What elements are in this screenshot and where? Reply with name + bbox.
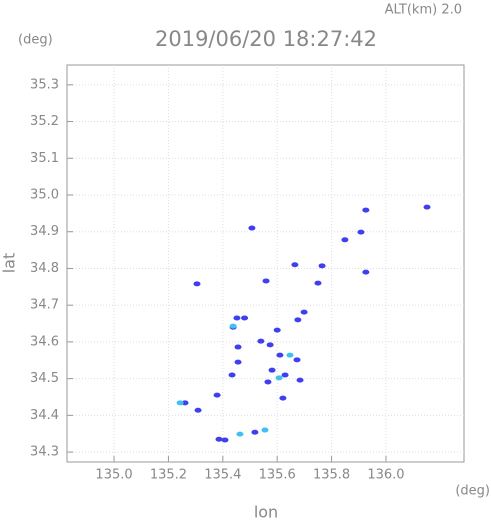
y-tick-label: 35.0 [30,188,59,203]
y-tick-label: 34.7 [30,298,59,313]
y-tick-label: 34.3 [30,445,59,460]
x-tick-label: 136.0 [367,468,404,483]
x-tick-label: 135.4 [204,468,241,483]
echo-point [281,372,289,378]
echo-point [176,400,184,406]
echo-point [215,436,223,442]
echo-point [261,427,269,433]
echo-point [229,323,237,329]
echo-point [228,372,236,378]
x-tick-label: 135.8 [313,468,350,483]
y-tick-label: 35.1 [30,151,59,166]
echo-point [268,367,276,373]
echo-point [193,281,201,287]
echo-point [273,327,281,333]
echo-point [262,278,270,284]
x-axis-label: lon [254,503,278,521]
echo-point [314,280,322,286]
echo-point [293,357,301,363]
altitude-label: ALT(km) 2.0 [385,3,462,18]
echo-point [248,225,256,231]
echo-point [362,207,370,213]
y-tick-label: 34.8 [30,261,59,276]
echo-point [276,352,284,358]
echo-point [294,317,302,323]
echo-point [234,344,242,350]
y-tick-label: 34.5 [30,371,59,386]
y-tick-label: 34.6 [30,334,59,349]
echo-point [341,237,349,243]
x-unit: (deg) [455,484,490,499]
echo-point [221,437,229,443]
y-tick-label: 34.4 [30,408,59,423]
echo-point [194,407,202,413]
y-tick-label: 35.2 [30,114,59,129]
echo-point [291,262,299,268]
echo-point [296,377,304,383]
echo-point [286,352,294,358]
echo-point [266,342,274,348]
y-tick-label: 35.3 [30,77,59,92]
echo-point [300,309,308,315]
echo-point [181,400,189,406]
echo-point [234,359,242,365]
echo-point [236,431,244,437]
echo-point [357,229,365,235]
echo-point [279,395,287,401]
echo-point [233,315,241,321]
x-tick-label: 135.0 [95,468,132,483]
x-tick-label: 135.6 [259,468,296,483]
echo-point [318,263,326,269]
echo-point [213,392,221,398]
echo-point [257,338,265,344]
echo-point [264,379,272,385]
echo-point [275,375,283,381]
x-tick-label: 135.2 [150,468,187,483]
echo-point [362,269,370,275]
chart-title: 2019/06/20 18:27:42 [155,27,377,51]
plot-frame [66,64,465,463]
y-axis-label: lat [0,253,19,274]
y-unit: (deg) [18,33,53,48]
echo-point [423,204,431,210]
echo-point [251,429,259,435]
echo-point [241,315,249,321]
y-tick-label: 34.9 [30,224,59,239]
